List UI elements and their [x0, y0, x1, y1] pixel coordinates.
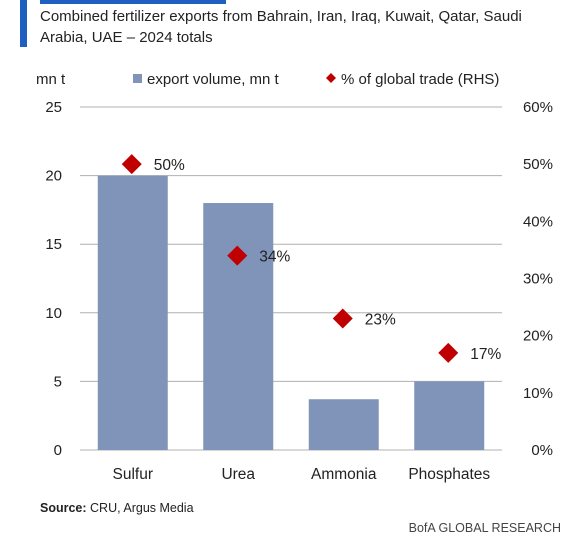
legend-diamond-swatch [326, 73, 336, 83]
source-text: CRU, Argus Media [90, 501, 194, 515]
bar [97, 175, 168, 450]
y2-tick-label: 30% [523, 271, 553, 288]
data-label: 34% [259, 249, 290, 266]
x-tick-label: Ammonia [311, 466, 377, 483]
y2-tick-label: 0% [531, 442, 553, 459]
legend: mn t export volume, mn t % of global tra… [36, 71, 499, 88]
legend-bar-label: export volume, mn t [147, 71, 280, 88]
source-label: Source: [40, 501, 87, 515]
marker [438, 342, 459, 363]
y-axis-right: 0% 10% 20% 30% 40% 50% 60% [523, 99, 553, 459]
marker [121, 154, 142, 175]
source-note: Source: CRU, Argus Media [40, 501, 194, 515]
x-tick-label: Sulfur [113, 466, 154, 483]
chart-subtitle: Combined fertilizer exports from Bahrain… [40, 8, 522, 46]
y-axis-left: 0 5 10 15 20 25 [45, 99, 62, 459]
y-tick-label: 25 [45, 99, 62, 116]
y-tick-label: 15 [45, 236, 62, 253]
y2-tick-label: 10% [523, 385, 553, 402]
y-tick-label: 5 [54, 373, 62, 390]
legend-bar-swatch [133, 74, 142, 83]
y-axis-unit-label: mn t [36, 71, 66, 88]
legend-marker-label: % of global trade (RHS) [341, 71, 499, 88]
bars [97, 175, 485, 450]
markers: 50% 34% 23% 17% [121, 154, 501, 363]
bar [308, 399, 379, 450]
data-label: 17% [470, 346, 501, 363]
title-accent [40, 0, 226, 4]
brand-footer: BofA GLOBAL RESEARCH [408, 521, 561, 535]
marker [332, 308, 353, 329]
y-tick-label: 20 [45, 168, 62, 185]
x-tick-label: Phosphates [408, 466, 490, 483]
x-axis: Sulfur Urea Ammonia Phosphates [113, 466, 491, 483]
accent-bar [20, 0, 27, 47]
y2-tick-label: 20% [523, 328, 553, 345]
data-label: 23% [365, 312, 396, 329]
y2-tick-label: 40% [523, 213, 553, 230]
y2-tick-label: 60% [523, 99, 553, 116]
bar [414, 381, 485, 450]
y2-tick-label: 50% [523, 156, 553, 173]
data-label: 50% [154, 157, 185, 174]
marker [227, 245, 248, 266]
bar [203, 203, 274, 450]
x-tick-label: Urea [221, 466, 255, 483]
y-tick-label: 10 [45, 305, 62, 322]
y-tick-label: 0 [54, 442, 62, 459]
